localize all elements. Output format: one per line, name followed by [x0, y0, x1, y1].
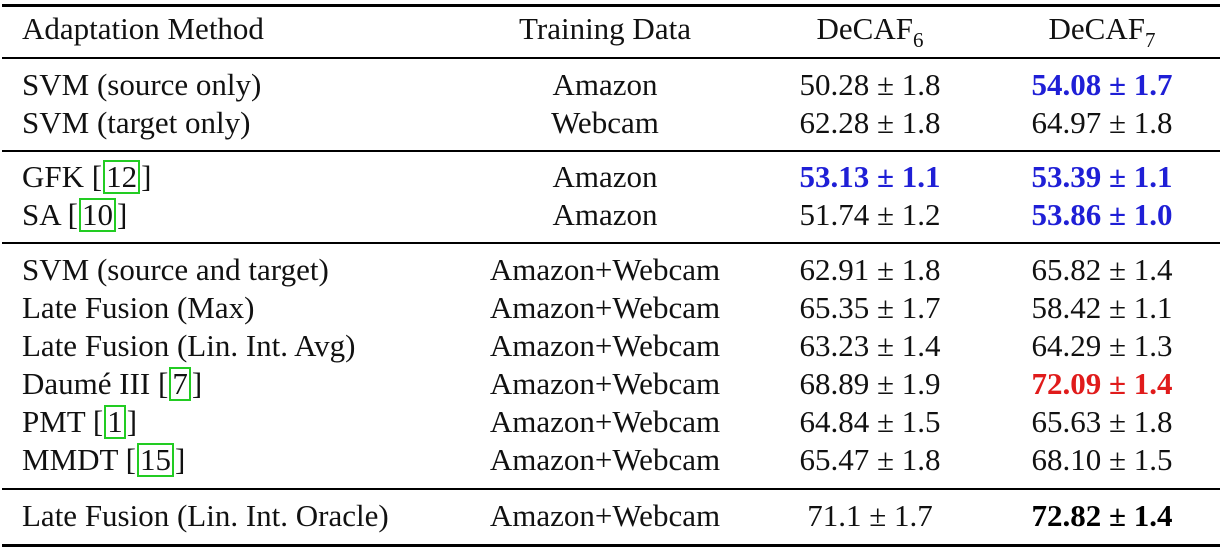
header-decaf6-base: DeCAF — [816, 11, 913, 46]
training-data-cell: Amazon+Webcam — [489, 328, 721, 363]
method-cell: PMT [1] — [22, 403, 137, 441]
training-data-cell: Amazon+Webcam — [489, 290, 721, 325]
citation-link[interactable]: 1 — [104, 405, 126, 439]
decaf7-cell: 65.82 ± 1.4 — [1031, 252, 1173, 287]
header-decaf7-base: DeCAF — [1048, 11, 1145, 46]
top-rule — [2, 4, 1220, 7]
method-cell: MMDT [15] — [22, 441, 185, 479]
decaf6-cell: 64.84 ± 1.5 — [799, 404, 941, 439]
method-cell: Late Fusion (Lin. Int. Oracle) — [22, 498, 389, 533]
header-decaf7: DeCAF7 — [992, 10, 1212, 52]
training-data-cell: Amazon+Webcam — [489, 366, 721, 401]
method-cell: Daumé III [7] — [22, 365, 202, 403]
decaf7-cell: 53.39 ± 1.1 — [1031, 159, 1173, 194]
method-cell: GFK [12] — [22, 158, 151, 196]
decaf6-cell: 68.89 ± 1.9 — [799, 366, 941, 401]
decaf6-cell: 50.28 ± 1.8 — [799, 67, 941, 102]
method-cell: SVM (target only) — [22, 105, 251, 140]
decaf7-cell: 64.29 ± 1.3 — [1031, 328, 1173, 363]
decaf6-cell: 71.1 ± 1.7 — [807, 498, 933, 533]
decaf7-cell: 72.09 ± 1.4 — [1031, 366, 1173, 401]
training-data-cell: Amazon+Webcam — [489, 252, 721, 287]
decaf6-cell: 62.28 ± 1.8 — [799, 105, 941, 140]
table-row: GFK [12] Amazon 53.13 ± 1.1 53.39 ± 1.1 — [0, 158, 1224, 196]
method-label: SA [ — [22, 197, 78, 232]
method-label: PMT [ — [22, 404, 104, 439]
table-row: Daumé III [7] Amazon+Webcam 68.89 ± 1.9 … — [0, 365, 1224, 403]
table-row: Late Fusion (Max) Amazon+Webcam 65.35 ± … — [0, 289, 1224, 327]
table-row: SVM (target only) Webcam 62.28 ± 1.8 64.… — [0, 104, 1224, 142]
table-row: PMT [1] Amazon+Webcam 64.84 ± 1.5 65.63 … — [0, 403, 1224, 441]
method-cell: Late Fusion (Lin. Int. Avg) — [22, 328, 356, 363]
decaf6-cell: 51.74 ± 1.2 — [799, 197, 941, 232]
decaf7-cell: 58.42 ± 1.1 — [1031, 290, 1173, 325]
method-cell: SA [10] — [22, 196, 127, 234]
method-label: GFK [ — [22, 159, 103, 194]
header-row: Adaptation Method Training Data DeCAF6 D… — [0, 10, 1224, 52]
table-row: Late Fusion (Lin. Int. Avg) Amazon+Webca… — [0, 327, 1224, 365]
table-row: SVM (source only) Amazon 50.28 ± 1.8 54.… — [0, 66, 1224, 104]
header-training-data: Training Data — [519, 11, 691, 46]
method-label-end: ] — [117, 197, 128, 232]
decaf6-cell: 63.23 ± 1.4 — [799, 328, 941, 363]
decaf6-cell: 62.91 ± 1.8 — [799, 252, 941, 287]
table-row: MMDT [15] Amazon+Webcam 65.47 ± 1.8 68.1… — [0, 441, 1224, 479]
group-rule — [2, 242, 1220, 244]
header-rule — [2, 57, 1220, 59]
table-row: SVM (source and target) Amazon+Webcam 62… — [0, 251, 1224, 289]
group-rule — [2, 150, 1220, 152]
training-data-cell: Amazon — [552, 197, 658, 232]
method-cell: SVM (source only) — [22, 67, 262, 102]
training-data-cell: Webcam — [551, 105, 659, 140]
decaf7-cell: 65.63 ± 1.8 — [1031, 404, 1173, 439]
method-cell: Late Fusion (Max) — [22, 290, 255, 325]
citation-link[interactable]: 12 — [103, 160, 141, 194]
table-row: Late Fusion (Lin. Int. Oracle) Amazon+We… — [0, 497, 1224, 535]
header-decaf6: DeCAF6 — [760, 10, 980, 52]
group-rule — [2, 488, 1220, 490]
training-data-cell: Amazon+Webcam — [489, 404, 721, 439]
method-label: Daumé III [ — [22, 366, 169, 401]
decaf7-cell: 53.86 ± 1.0 — [1031, 197, 1173, 232]
decaf6-cell: 65.35 ± 1.7 — [799, 290, 941, 325]
decaf7-cell: 72.82 ± 1.4 — [1031, 498, 1173, 533]
decaf7-cell: 54.08 ± 1.7 — [1031, 67, 1173, 102]
training-data-cell: Amazon — [552, 67, 658, 102]
decaf6-cell: 53.13 ± 1.1 — [799, 159, 941, 194]
table-row: SA [10] Amazon 51.74 ± 1.2 53.86 ± 1.0 — [0, 196, 1224, 234]
training-data-cell: Amazon+Webcam — [489, 442, 721, 477]
decaf7-cell: 68.10 ± 1.5 — [1031, 442, 1173, 477]
bottom-rule — [2, 544, 1220, 547]
decaf7-cell: 64.97 ± 1.8 — [1031, 105, 1173, 140]
method-label-end: ] — [174, 442, 186, 477]
citation-link[interactable]: 10 — [79, 198, 116, 232]
citation-link[interactable]: 7 — [169, 367, 191, 401]
training-data-cell: Amazon — [552, 159, 658, 194]
citation-link[interactable]: 15 — [136, 443, 174, 477]
decaf6-cell: 65.47 ± 1.8 — [799, 442, 941, 477]
method-label: MMDT [ — [22, 442, 136, 477]
method-label-end: ] — [126, 404, 138, 439]
method-label-end: ] — [141, 159, 152, 194]
method-label-end: ] — [191, 366, 203, 401]
method-cell: SVM (source and target) — [22, 252, 329, 287]
header-method: Adaptation Method — [22, 11, 264, 46]
header-decaf7-subscript: 7 — [1144, 28, 1156, 52]
header-decaf6-subscript: 6 — [912, 28, 924, 52]
training-data-cell: Amazon+Webcam — [489, 498, 721, 533]
